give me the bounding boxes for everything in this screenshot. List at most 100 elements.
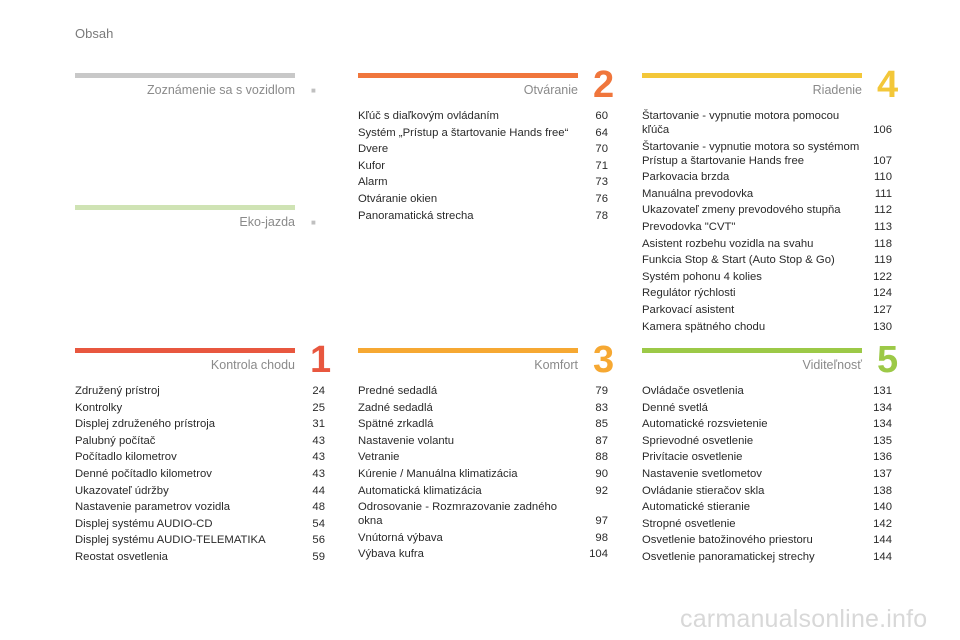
- toc-entry-label: Nastavenie parametrov vozidla: [75, 501, 231, 514]
- toc-entry-label: Displej systému AUDIO-TELEMATIKA: [75, 534, 266, 547]
- section-number: 5: [877, 339, 899, 381]
- toc-entry-page: 70: [595, 143, 608, 156]
- toc-entry-page: 134: [873, 401, 892, 414]
- toc-list: Združený prístroj 24 Kontrolky 25 Displej zd…: [75, 384, 325, 567]
- toc-entry-label: Kamera spätného chodu: [642, 320, 766, 333]
- watermark: carmanualsonline.info: [680, 605, 928, 633]
- section-title[interactable]: Eko-jazda: [239, 215, 295, 229]
- toc-entry[interactable]: Predné sedadlá 79: [358, 384, 608, 398]
- toc-entry[interactable]: Združený prístroj 24: [75, 384, 325, 398]
- toc-entry-label: Osvetlenie panoramatickej strechy: [642, 550, 815, 563]
- toc-entry[interactable]: Reostat osvetlenia 59: [75, 550, 325, 564]
- toc-entry-label: Alarm: [358, 176, 388, 189]
- section-title[interactable]: Kontrola chodu: [210, 358, 295, 372]
- toc-entry[interactable]: Displej systému AUDIO-TELEMATIKA 56: [75, 533, 325, 547]
- toc-entry[interactable]: Asistent rozbehu vozidla na svahu 118: [642, 237, 892, 251]
- toc-entry-label: Otváranie okien: [358, 192, 438, 205]
- toc-entry-page: 112: [873, 204, 892, 217]
- toc-entry-page: 90: [595, 467, 608, 480]
- toc-entry-label: Sprievodné osvetlenie: [642, 434, 754, 447]
- toc-entry-label: Parkovací asistent: [642, 303, 735, 316]
- toc-entry[interactable]: Kufor 71: [358, 159, 608, 173]
- toc-entry[interactable]: Spätné zrkadlá 85: [358, 417, 608, 431]
- toc-entry[interactable]: Odrosovanie - Rozmrazovanie zadného okna…: [358, 500, 608, 528]
- toc-entry[interactable]: Automatické rozsvietenie 134: [642, 417, 892, 431]
- toc-entry-page: 76: [595, 192, 608, 205]
- toc-entry-page: 64: [595, 126, 608, 139]
- toc-entry-label: Stropné osvetlenie: [642, 517, 736, 530]
- toc-entry-label: Ovládače osvetlenia: [642, 385, 744, 397]
- toc-entry[interactable]: Nastavenie svetlometov 137: [642, 467, 892, 481]
- toc-entry-page: 118: [873, 237, 892, 250]
- toc-entry-page: 124: [873, 287, 892, 300]
- toc-entry[interactable]: Kľúč s diaľkovým ovládaním 60: [358, 109, 608, 123]
- toc-entry[interactable]: Stropné osvetlenie 142: [642, 517, 892, 531]
- toc-entry[interactable]: Vetranie 88: [358, 450, 608, 464]
- toc-entry[interactable]: Nastavenie volantu 87: [358, 434, 608, 448]
- toc-entry[interactable]: Panoramatická strecha 78: [358, 209, 608, 223]
- toc-entry[interactable]: Ovládanie stieračov skla 138: [642, 484, 892, 498]
- toc-entry[interactable]: Dvere 70: [358, 142, 608, 156]
- toc-entry[interactable]: Vnútorná výbava 98: [358, 531, 608, 545]
- toc-entry-page: 71: [595, 159, 608, 172]
- toc-entry[interactable]: Displej systému AUDIO-CD 54: [75, 517, 325, 531]
- toc-entry[interactable]: Funkcia Stop & Start (Auto Stop & Go) 119: [642, 253, 892, 267]
- toc-entry-label: Dvere: [358, 143, 389, 156]
- toc-entry[interactable]: Automatická klimatizácia 92: [358, 484, 608, 498]
- toc-entry[interactable]: Počítadlo kilometrov 43: [75, 450, 325, 464]
- section-bar: [75, 205, 295, 210]
- toc-entry-page: 60: [595, 110, 608, 122]
- toc-entry[interactable]: Privítacie osvetlenie 136: [642, 450, 892, 464]
- toc-entry[interactable]: Parkovacia brzda 110: [642, 170, 892, 184]
- toc-entry-page: 24: [312, 385, 325, 397]
- toc-entry[interactable]: Kúrenie / Manuálna klimatizácia 90: [358, 467, 608, 481]
- toc-entry[interactable]: Manuálna prevodovka 111: [642, 187, 892, 201]
- toc-entry-page: 137: [873, 467, 892, 480]
- section-title[interactable]: Otváranie: [523, 83, 578, 97]
- toc-entry[interactable]: Systém pohonu 4 kolies 122: [642, 270, 892, 284]
- section-title[interactable]: Zoznámenie sa s vozidlom: [147, 83, 295, 97]
- toc-entry-page: 104: [589, 548, 608, 561]
- toc-entry[interactable]: Denné svetlá 134: [642, 401, 892, 415]
- toc-entry[interactable]: Systém „Prístup a štartovanie Hands free…: [358, 126, 608, 140]
- toc-entry[interactable]: Denné počítadlo kilometrov 43: [75, 467, 325, 481]
- toc-entry[interactable]: Osvetlenie batožinového priestoru 144: [642, 533, 892, 547]
- section-title[interactable]: Viditeľnosť: [802, 358, 862, 372]
- toc-entry-label: Kúrenie / Manuálna klimatizácia: [358, 467, 518, 480]
- toc-entry[interactable]: Palubný počítač 43: [75, 434, 325, 448]
- section-title[interactable]: Komfort: [534, 358, 578, 372]
- toc-entry[interactable]: Kamera spätného chodu 130: [642, 320, 892, 334]
- toc-entry[interactable]: Ovládače osvetlenia 131: [642, 384, 892, 398]
- toc-entry[interactable]: Sprievodné osvetlenie 135: [642, 434, 892, 448]
- toc-entry-page: 31: [312, 418, 325, 431]
- toc-entry[interactable]: Výbava kufra 104: [358, 547, 608, 561]
- toc-entry-page: 25: [312, 401, 325, 414]
- page-title: Obsah: [75, 26, 114, 41]
- toc-entry[interactable]: Ukazovateľ údržby 44: [75, 484, 325, 498]
- toc-entry-page: 92: [595, 484, 608, 497]
- toc-entry-page: 140: [873, 501, 892, 514]
- toc-entry[interactable]: Osvetlenie panoramatickej strechy 144: [642, 550, 892, 564]
- section-title[interactable]: Riadenie: [812, 83, 862, 97]
- toc-entry[interactable]: Alarm 73: [358, 175, 608, 189]
- toc-entry-label: Automatické rozsvietenie: [642, 418, 768, 431]
- toc-entry-label: Kľúč s diaľkovým ovládaním: [358, 110, 499, 122]
- toc-entry[interactable]: Štartovanie - vypnutie motora so systémo…: [642, 140, 892, 168]
- toc-entry[interactable]: Otváranie okien 76: [358, 192, 608, 206]
- toc-entry[interactable]: Prevodovka "CVT" 113: [642, 220, 892, 234]
- toc-entry[interactable]: Štartovanie - vypnutie motora pomocou kľ…: [642, 109, 892, 137]
- toc-entry-page: 44: [312, 484, 325, 497]
- toc-entry-label: Vetranie: [358, 451, 400, 464]
- toc-entry[interactable]: Kontrolky 25: [75, 401, 325, 415]
- toc-entry[interactable]: Nastavenie parametrov vozidla 48: [75, 500, 325, 514]
- toc-entry-page: 110: [873, 171, 892, 184]
- toc-entry-page: 83: [595, 401, 608, 414]
- toc-entry-page: 59: [312, 550, 325, 563]
- toc-entry[interactable]: Automatické stieranie 140: [642, 500, 892, 514]
- toc-entry[interactable]: Displej združeného prístroja 31: [75, 417, 325, 431]
- toc-entry[interactable]: Ukazovateľ zmeny prevodového stupňa 112: [642, 203, 892, 217]
- toc-list: Štartovanie - vypnutie motora pomocou kľ…: [642, 109, 892, 336]
- toc-entry[interactable]: Regulátor rýchlosti 124: [642, 286, 892, 300]
- toc-entry[interactable]: Zadné sedadlá 83: [358, 401, 608, 415]
- toc-entry[interactable]: Parkovací asistent 127: [642, 303, 892, 317]
